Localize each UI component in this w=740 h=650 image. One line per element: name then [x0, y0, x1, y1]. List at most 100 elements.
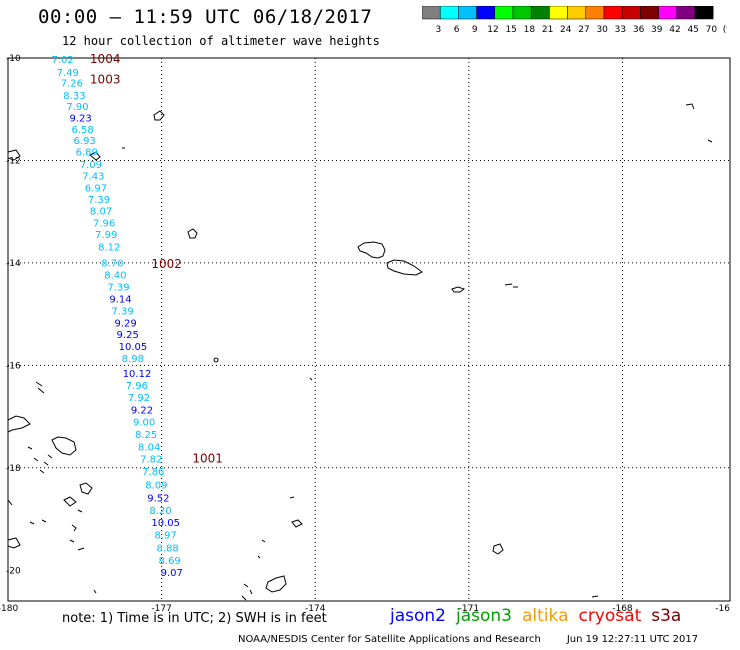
wave-height-value: 7.39: [111, 307, 133, 318]
scale-label: (ft): [723, 25, 727, 35]
wave-height-value: 7.86: [142, 467, 164, 478]
scale-label: 27: [578, 25, 589, 35]
island-fiji-vanua: [7, 415, 31, 433]
island-manua: [504, 283, 518, 288]
island-misc: [309, 377, 599, 598]
wave-height-value: 10.05: [151, 518, 180, 529]
lon-label: -177: [151, 604, 171, 614]
wave-height-value: 7.26: [61, 79, 83, 90]
wave-height-value: 6.89: [76, 148, 98, 159]
island-lau-1: [51, 436, 77, 456]
wave-height-value: 7.02: [52, 55, 74, 66]
lat-label: -18: [6, 464, 21, 474]
island-fiji-w1: [7, 149, 21, 161]
map-title: 00:00 – 11:59 UTC 06/18/2017: [38, 6, 373, 28]
lat-label: -20: [6, 566, 21, 576]
wave-height-value: 7.39: [88, 195, 110, 206]
wave-height-value: 8.09: [145, 481, 167, 492]
island-ono: [69, 539, 97, 594]
map-frame: [7, 57, 731, 602]
scale-label: 21: [542, 25, 553, 35]
altimeter-track: 7.02 7.497.268.337.909.236.586.936.897.09…: [52, 55, 183, 579]
wave-height-value: 9.07: [161, 568, 183, 579]
satellite-legend-item: jason2: [390, 606, 446, 626]
wave-height-value: 7.43: [82, 171, 104, 182]
wave-height-value: 7.90: [66, 102, 88, 113]
lon-label: -174: [305, 604, 326, 614]
wave-height-value: 10.05: [119, 342, 148, 353]
scale-label: 36: [633, 25, 645, 35]
scale-label: 3: [436, 25, 442, 35]
pass-label: 1004: [90, 52, 121, 66]
wave-height-value: 7.99: [95, 230, 117, 241]
credit-timestamp: Jun 19 12:27:11 UTC 2017: [566, 634, 699, 645]
map-subtitle: 12 hour collection of altimeter wave hei…: [62, 34, 380, 48]
footer-note: note: 1) Time is in UTC; 2) SWH is in fe…: [62, 611, 327, 626]
wave-height-value: 9.25: [117, 330, 139, 341]
lon-label: -16: [715, 604, 730, 614]
wave-height-value: 8.33: [63, 91, 85, 102]
scale-label: 33: [615, 25, 626, 35]
wave-height-value: 6.58: [71, 125, 93, 136]
satellite-legend-item: jason3: [456, 606, 512, 626]
scale-label: 15: [505, 25, 516, 35]
island-haapai: [241, 539, 266, 601]
wave-height-value: 7.92: [128, 393, 150, 404]
island-lau-3: [79, 482, 93, 495]
graticule: [8, 58, 730, 601]
lon-label: -171: [459, 604, 479, 614]
island-vavau: [265, 575, 287, 593]
island-small-a: [122, 147, 219, 363]
wave-height-value: 7.82: [140, 455, 162, 466]
island-upolu: [386, 259, 423, 276]
lon-label: -168: [612, 604, 633, 614]
wave-height-value: 9.29: [115, 318, 137, 329]
wave-height-value: 9.23: [69, 113, 91, 124]
island-kadavu: [7, 537, 21, 549]
wave-height-value: 9.00: [133, 418, 155, 429]
scale-label: 18: [524, 25, 536, 35]
wave-height-value: 8.12: [98, 243, 120, 254]
satellite-legend-item: cryosat: [578, 606, 642, 626]
scale-label: 39: [651, 25, 663, 35]
credit-line: NOAA/NESDIS Center for Satellite Applica…: [238, 634, 698, 645]
island-lau-5: [7, 469, 47, 525]
wave-height-value: 7.49: [57, 68, 79, 79]
wave-height-value: 8.04: [138, 442, 160, 453]
island-lau-4: [63, 496, 83, 532]
pass-labels: 1004 1003 1002 1001: [90, 52, 223, 466]
credit-org: NOAA/NESDIS Center for Satellite Applica…: [238, 634, 541, 645]
island-niue: [492, 543, 504, 555]
wave-height-value: 8.20: [149, 506, 171, 517]
island-rotuma: [89, 151, 101, 161]
wave-height-value: 8.69: [159, 556, 181, 567]
wave-height-value: 8.97: [154, 530, 176, 541]
island-lau-2: [27, 446, 53, 466]
island-tutuila: [451, 286, 466, 293]
scale-label: 12: [487, 25, 498, 35]
wave-height-value: 9.22: [131, 405, 153, 416]
scale-label: 6: [454, 25, 460, 35]
scale-label: 9: [472, 25, 478, 35]
wave-height-value: 7.96: [93, 218, 115, 229]
island-taveuni: [35, 381, 45, 394]
wave-height-value: 8.98: [122, 354, 144, 365]
wave-height-value: 8.25: [135, 430, 157, 441]
coastlines: [7, 103, 713, 601]
lon-label: -180: [0, 604, 18, 614]
scale-label: 70: [706, 25, 718, 35]
wave-height-value: 9.14: [109, 294, 131, 305]
wave-height-value: 6.93: [74, 136, 96, 147]
island-tokelau: [685, 103, 713, 143]
island-niuatoputapu: [289, 496, 303, 528]
scale-label: 24: [560, 25, 572, 35]
lat-label: -12: [6, 156, 21, 166]
wave-height-value: 6.97: [85, 184, 107, 195]
satellite-legend: jason2 jason3 altika cryosat s3a: [390, 606, 691, 626]
scale-swatch: [694, 6, 714, 20]
axis-labels: -10 -12 -14 -16 -18 -20 -180 -177 -174 -171 -168 -1…: [0, 54, 730, 614]
satellite-legend-item: altika: [522, 606, 569, 626]
scale-label: 30: [596, 25, 608, 35]
scale-label: 42: [669, 25, 680, 35]
